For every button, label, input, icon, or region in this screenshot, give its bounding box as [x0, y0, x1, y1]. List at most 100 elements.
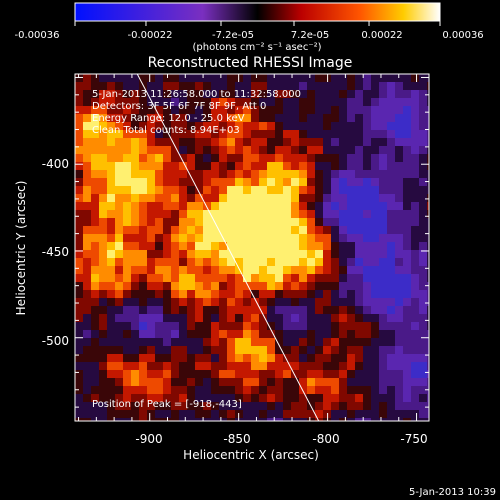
heatmap-cell [363, 186, 371, 194]
heatmap-cell [331, 362, 339, 370]
heatmap-cell [371, 106, 379, 114]
heatmap-cell [75, 82, 83, 90]
heatmap-cell [347, 82, 355, 90]
heatmap-cell [139, 242, 147, 250]
heatmap-cell [211, 130, 219, 138]
heatmap-cell [283, 154, 291, 162]
heatmap-cell [171, 154, 179, 162]
heatmap-cell [203, 402, 211, 410]
heatmap-cell [315, 370, 323, 378]
heatmap-cell [291, 242, 299, 250]
heatmap-cell [203, 266, 211, 274]
heatmap-cell [387, 266, 395, 274]
heatmap-cell [251, 322, 259, 330]
heatmap-cell [243, 378, 251, 386]
heatmap-cell [235, 130, 243, 138]
heatmap-cell [147, 130, 155, 138]
heatmap-cell [91, 274, 99, 282]
heatmap-cell [275, 330, 283, 338]
heatmap-cell [147, 314, 155, 322]
heatmap-cell [91, 146, 99, 154]
heatmap-cell [243, 122, 251, 130]
heatmap-cell [419, 258, 427, 266]
heatmap-cell [283, 258, 291, 266]
heatmap-cell [115, 74, 123, 82]
heatmap-cell [387, 418, 395, 421]
heatmap-cell [163, 114, 171, 122]
heatmap-cell [379, 402, 387, 410]
heatmap-cell [235, 210, 243, 218]
heatmap-cell [339, 314, 347, 322]
heatmap-cell [83, 338, 91, 346]
heatmap-cell [147, 74, 155, 82]
heatmap-cell [195, 90, 203, 98]
heatmap-cell [203, 114, 211, 122]
heatmap-cell [267, 218, 275, 226]
heatmap-cell [243, 210, 251, 218]
heatmap-cell [187, 210, 195, 218]
heatmap-cell [323, 138, 331, 146]
heatmap-cell [139, 170, 147, 178]
heatmap-cell [339, 178, 347, 186]
heatmap-cell [131, 154, 139, 162]
heatmap-cell [427, 146, 429, 154]
heatmap-cell [315, 314, 323, 322]
heatmap-cell [139, 106, 147, 114]
heatmap-cell [363, 218, 371, 226]
heatmap-cell [163, 394, 171, 402]
heatmap-cell [403, 122, 411, 130]
heatmap-cell [115, 194, 123, 202]
y-tick-label-2: -400 [42, 157, 69, 171]
heatmap-cell [331, 90, 339, 98]
heatmap-cell [251, 266, 259, 274]
heatmap-cell [131, 322, 139, 330]
heatmap-cell [299, 186, 307, 194]
heatmap-cell [419, 362, 427, 370]
heatmap-cell [355, 178, 363, 186]
heatmap-cell [227, 314, 235, 322]
heatmap-cell [315, 274, 323, 282]
heatmap-cell [299, 330, 307, 338]
heatmap-cell [147, 194, 155, 202]
heatmap-cell [187, 202, 195, 210]
heatmap-cell [83, 186, 91, 194]
heatmap-cell [235, 122, 243, 130]
heatmap-cell [139, 314, 147, 322]
heatmap-cell [147, 250, 155, 258]
heatmap-cell [347, 138, 355, 146]
heatmap-cell [275, 154, 283, 162]
heatmap-cell [219, 298, 227, 306]
heatmap-cell [195, 402, 203, 410]
heatmap-cell [355, 98, 363, 106]
heatmap-cell [283, 242, 291, 250]
heatmap-cell [107, 346, 115, 354]
heatmap-cell [91, 306, 99, 314]
heatmap-cell [267, 82, 275, 90]
heatmap-cell [371, 114, 379, 122]
heatmap-cell [155, 370, 163, 378]
heatmap-cell [315, 362, 323, 370]
heatmap-cell [171, 122, 179, 130]
heatmap-cell [139, 250, 147, 258]
heatmap-cell [259, 74, 267, 82]
heatmap-cell [291, 226, 299, 234]
heatmap-cell [315, 242, 323, 250]
heatmap-cell [123, 226, 131, 234]
heatmap-cell [371, 298, 379, 306]
heatmap-cell [363, 306, 371, 314]
heatmap-cell [211, 106, 219, 114]
heatmap-cell [363, 170, 371, 178]
heatmap-cell [323, 178, 331, 186]
heatmap-cell [283, 418, 291, 421]
heatmap-cell [99, 378, 107, 386]
heatmap-cell [291, 266, 299, 274]
heatmap-cell [155, 130, 163, 138]
heatmap-cell [211, 306, 219, 314]
heatmap-cell [171, 346, 179, 354]
heatmap-cell [99, 138, 107, 146]
heatmap-cell [339, 98, 347, 106]
heatmap-cell [203, 74, 211, 82]
heatmap-cell [395, 410, 403, 418]
heatmap-cell [355, 90, 363, 98]
heatmap-cell [411, 362, 419, 370]
